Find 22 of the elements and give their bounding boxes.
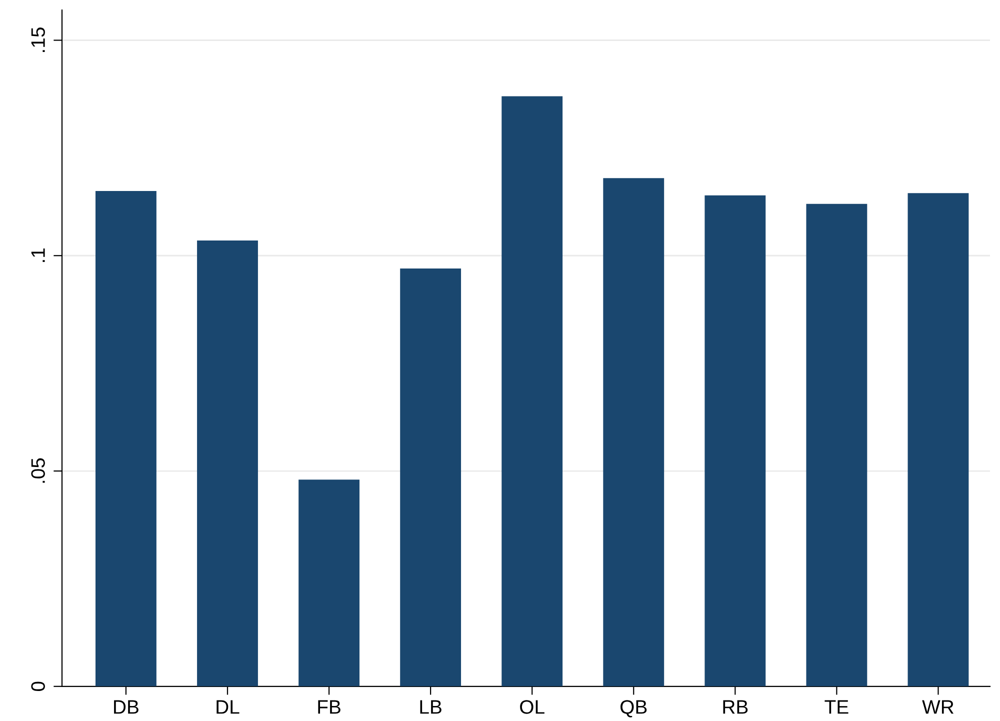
x-tick-label: TE — [824, 700, 848, 714]
bar — [806, 204, 868, 686]
y-tick-label: .05 — [31, 458, 45, 483]
bar — [197, 240, 258, 686]
x-tick-label: DB — [114, 700, 138, 714]
y-tick-label: .1 — [31, 248, 45, 262]
bar — [400, 268, 462, 686]
x-tick-label: QB — [620, 700, 647, 718]
x-tick-label: LB — [420, 700, 442, 714]
bar — [603, 178, 664, 686]
bar — [298, 480, 360, 686]
bar — [704, 195, 766, 686]
x-tick-label: OL — [520, 700, 544, 714]
x-tick-label: DL — [216, 700, 240, 714]
x-tick-label: FB — [318, 700, 340, 714]
x-tick-label: WR — [922, 700, 954, 714]
bar — [502, 96, 563, 686]
x-tick-label: RB — [723, 700, 748, 714]
bar — [908, 193, 969, 686]
y-tick-label: .15 — [31, 28, 45, 52]
bar — [96, 191, 156, 686]
y-tick-label: 0 — [31, 682, 45, 692]
